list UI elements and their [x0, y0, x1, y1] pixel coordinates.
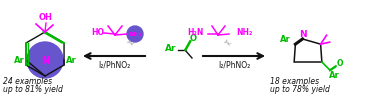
Text: O: O: [336, 60, 343, 68]
Circle shape: [127, 26, 143, 42]
Text: NH₂: NH₂: [128, 32, 142, 36]
Text: O: O: [189, 33, 197, 43]
Text: NH₂: NH₂: [236, 28, 253, 36]
Text: ✂: ✂: [123, 37, 135, 49]
Text: Ar: Ar: [280, 35, 291, 44]
Text: Ar: Ar: [328, 71, 339, 81]
Text: up to 81% yield: up to 81% yield: [3, 85, 63, 94]
Text: Ar: Ar: [165, 43, 177, 53]
Text: ✂: ✂: [220, 37, 232, 49]
Text: up to 78% yield: up to 78% yield: [270, 85, 330, 94]
Text: I₂/PhNO₂: I₂/PhNO₂: [218, 60, 250, 69]
Text: Ar: Ar: [66, 56, 76, 64]
Text: Ar: Ar: [14, 56, 24, 64]
Text: 18 examples: 18 examples: [270, 77, 319, 86]
Text: I₂/PhNO₂: I₂/PhNO₂: [98, 60, 130, 69]
Text: OH: OH: [39, 13, 53, 22]
Polygon shape: [294, 39, 322, 62]
Text: HO: HO: [91, 28, 104, 36]
Circle shape: [27, 42, 63, 78]
Text: N: N: [41, 56, 49, 66]
Text: 24 examples: 24 examples: [3, 77, 52, 86]
Text: H₂N: H₂N: [187, 28, 204, 36]
Text: N: N: [299, 30, 306, 39]
